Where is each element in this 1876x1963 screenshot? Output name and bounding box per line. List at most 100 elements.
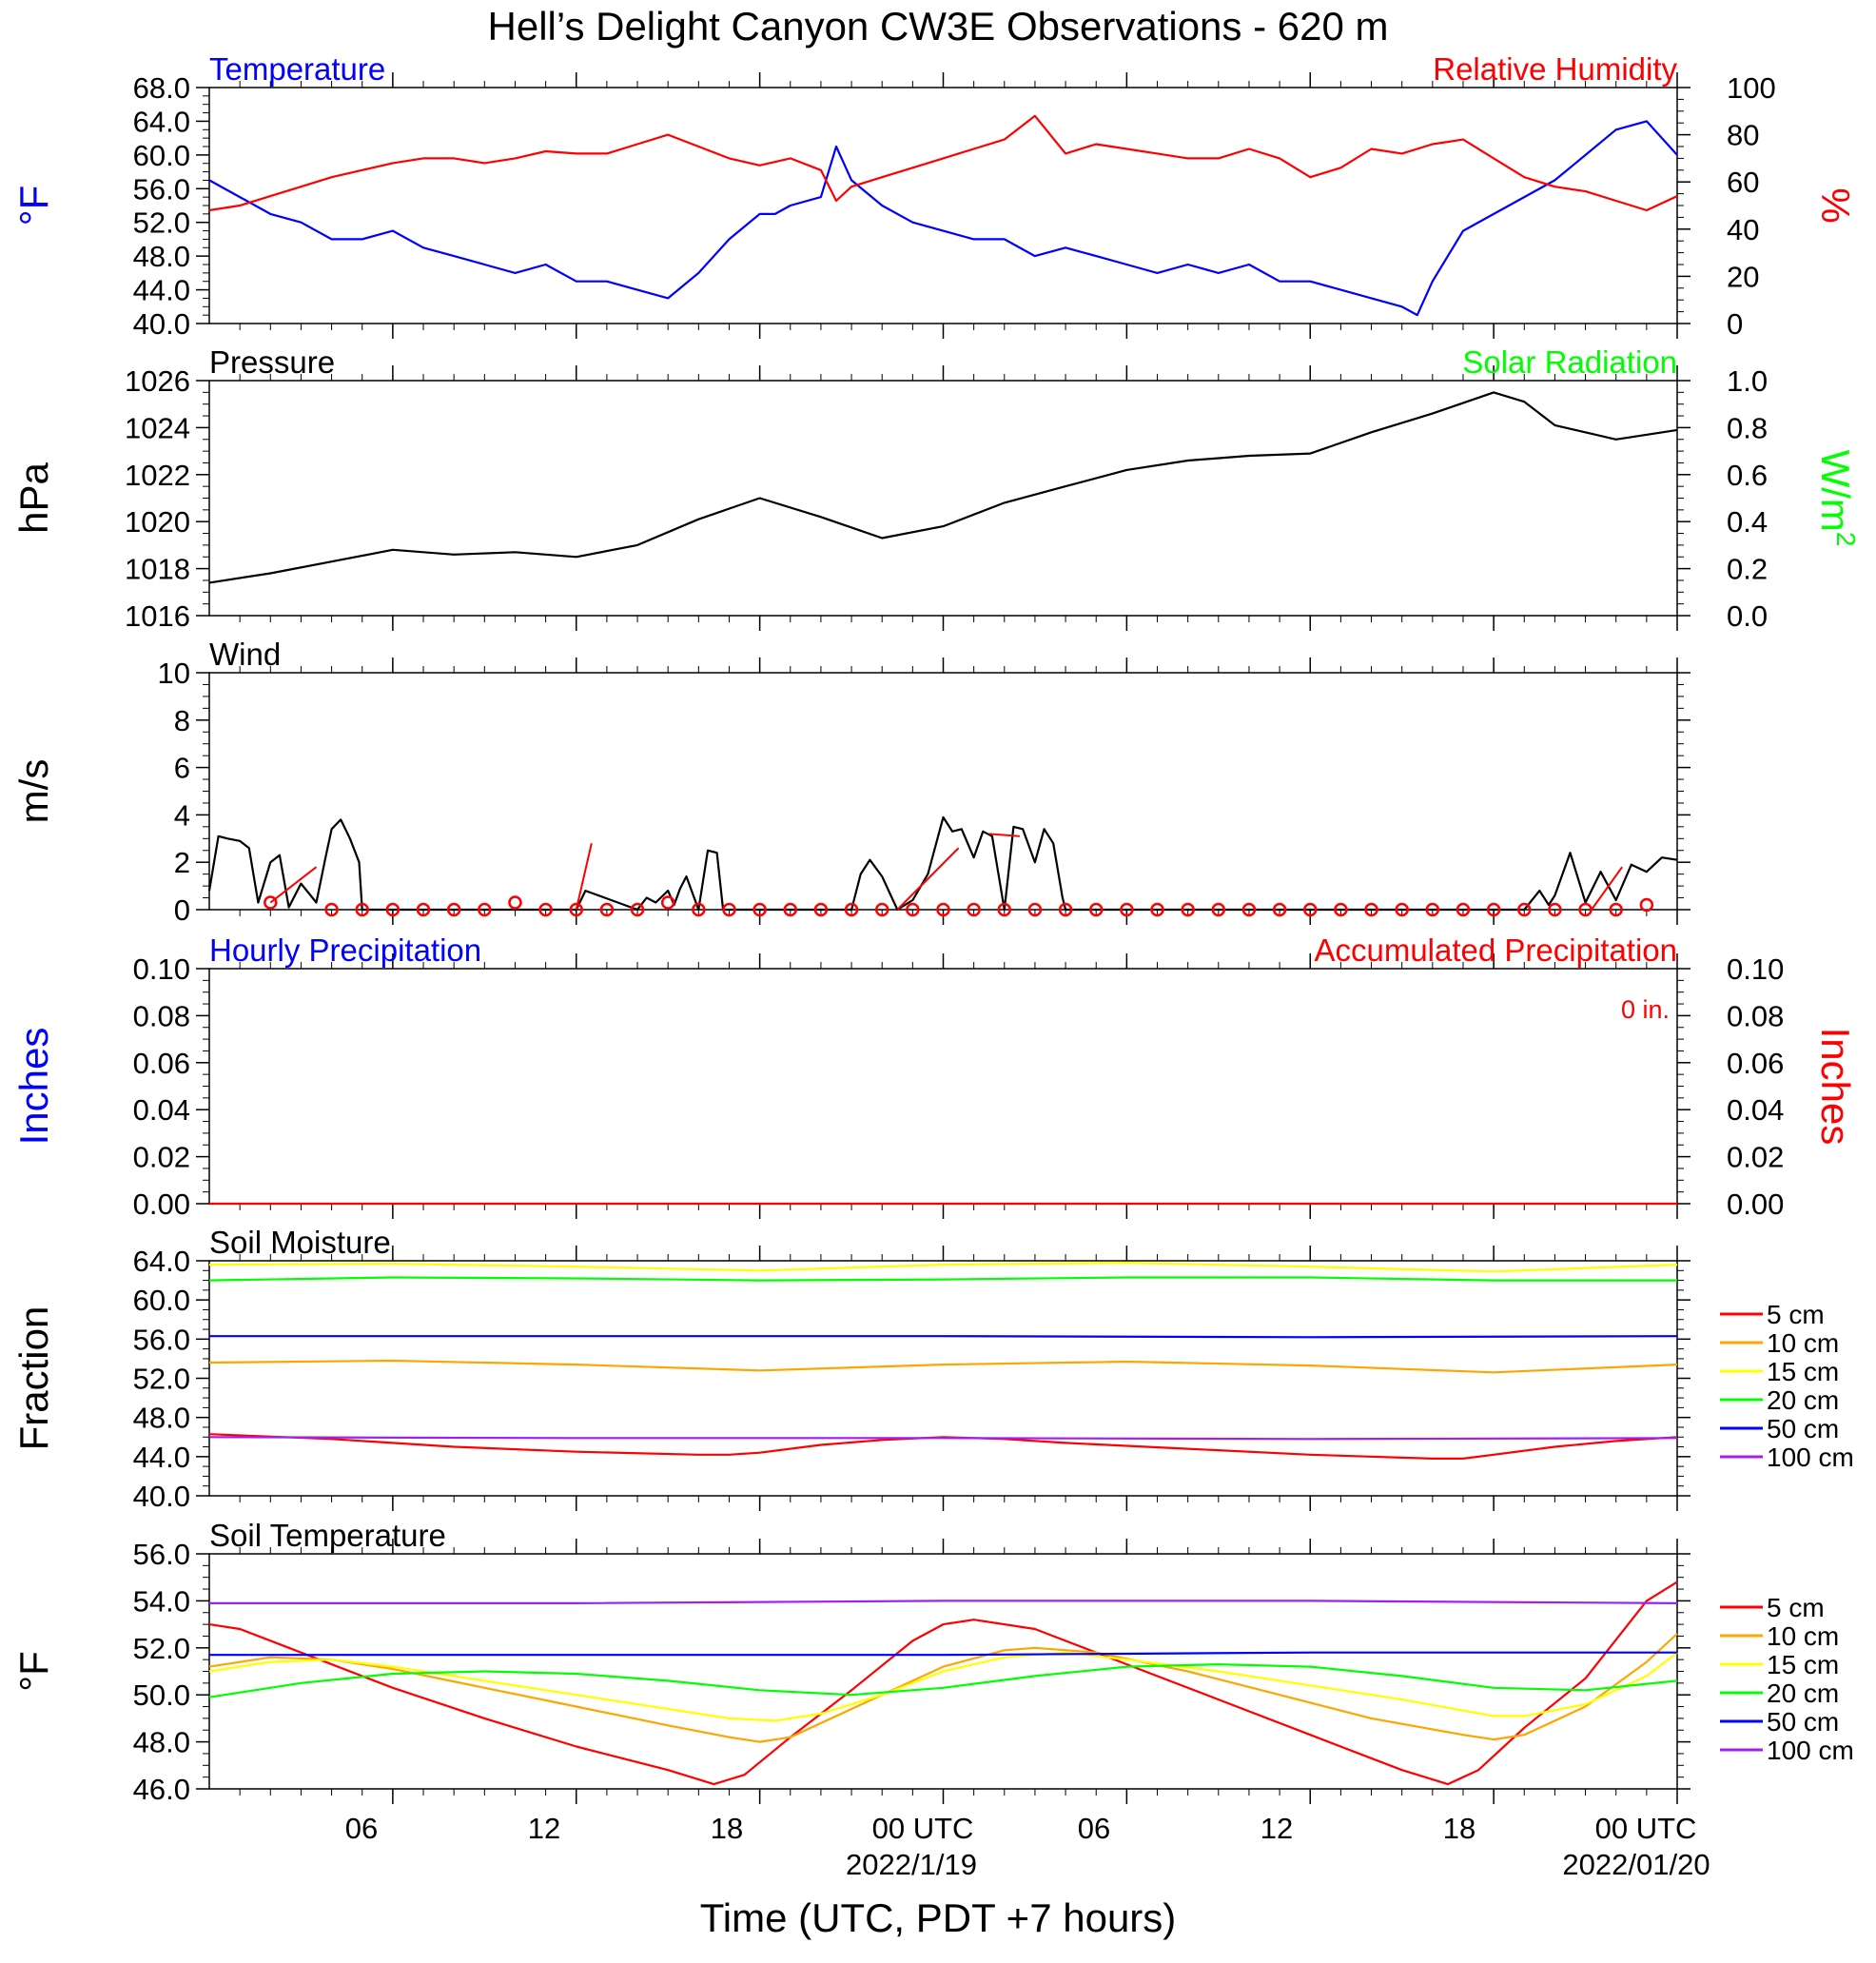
wind-barb-staff	[896, 847, 960, 911]
legend-label: 10 cm	[1767, 1328, 1839, 1358]
series-line-15-cm	[208, 1261, 1678, 1273]
plot-frame	[208, 87, 1678, 324]
wind-barb-marker	[874, 902, 889, 917]
wind-barb-marker	[599, 902, 615, 917]
series-line-2	[208, 114, 1678, 212]
x-tick-label: 06	[345, 1812, 378, 1845]
wind-barb-marker	[1120, 902, 1134, 917]
date-label-2: 2022/01/20	[1562, 1848, 1710, 1881]
y-right-tick-label: 20	[1727, 260, 1759, 293]
y-left-tick-label: 56.0	[133, 1538, 190, 1571]
series-line-1	[208, 120, 1678, 317]
y-left-tick-label: 56.0	[133, 172, 190, 206]
wind-barb-marker	[1578, 902, 1593, 917]
wind-barb-marker	[1027, 902, 1043, 917]
y-right-tick-label: 80	[1727, 119, 1759, 152]
y-axis-label-left: hPa	[11, 461, 56, 533]
x-tick-label: 00 UTC	[872, 1812, 974, 1845]
series-line-20-cm	[208, 1662, 1678, 1698]
y-left-tick-label: 0.06	[133, 1047, 190, 1080]
wind-barb-marker	[722, 902, 736, 917]
series-line-10-cm	[208, 1359, 1678, 1374]
panel-title-right: Relative Humidity	[1433, 51, 1677, 87]
y-left-tick-label: 0	[174, 893, 190, 927]
wind-barb-marker	[324, 902, 339, 917]
series-line-50-cm	[209, 1651, 1677, 1657]
date-label-1: 2022/1/19	[846, 1848, 977, 1881]
y-right-tick-label: 0.00	[1727, 1188, 1784, 1221]
y-left-tick-label: 46.0	[133, 1773, 190, 1806]
panel-title-left: Hourly Precipitation	[209, 932, 481, 968]
panel-title-left: Soil Temperature	[209, 1518, 446, 1553]
y-right-tick-label: 100	[1727, 71, 1776, 105]
legend-label: 15 cm	[1767, 1357, 1839, 1386]
wind-barb-marker	[813, 902, 829, 917]
legend-label: 50 cm	[1767, 1414, 1839, 1443]
y-axis-label-left: Inches	[11, 1028, 56, 1146]
legend-label: 10 cm	[1767, 1621, 1839, 1651]
x-tick-label: 18	[1443, 1812, 1475, 1845]
legend-label: 20 cm	[1767, 1385, 1839, 1415]
wind-barb-marker	[1181, 902, 1195, 917]
series-line-5-cm	[208, 1580, 1678, 1786]
wind-barb-marker	[416, 902, 431, 917]
wind-barb-marker	[1395, 902, 1409, 917]
y-right-tick-label: 1.0	[1727, 364, 1768, 398]
y-axis-label-left: °F	[11, 186, 56, 226]
wind-barb-marker	[1211, 902, 1226, 917]
y-left-tick-label: 10	[158, 657, 190, 690]
series-line-20-cm	[208, 1276, 1677, 1282]
wind-barb-marker	[355, 902, 369, 917]
wind-barb-marker	[1609, 902, 1623, 917]
y-left-tick-label: 48.0	[133, 1402, 190, 1435]
legend-label: 20 cm	[1767, 1678, 1839, 1708]
y-left-tick-label: 64.0	[133, 105, 190, 138]
y-right-tick-label: 0.8	[1727, 411, 1768, 444]
x-tick-label: 18	[711, 1812, 743, 1845]
y-left-tick-label: 64.0	[133, 1245, 190, 1278]
plot-frame	[208, 968, 1678, 1205]
panel-title-left: Temperature	[209, 51, 385, 87]
series-line-50-cm	[209, 1335, 1678, 1339]
panel-2: 1026 1024 1022 1020 1018 1016 1.0 0.8 0.6 0.4 0.2 0…	[11, 344, 1861, 633]
wind-barb-staff	[988, 833, 1020, 837]
panel-3: 10 8 6 4 2 0 Wind m/s	[11, 637, 1690, 927]
wind-barb-staff	[269, 866, 318, 904]
wind-barb-marker	[630, 902, 645, 917]
legend-label: 100 cm	[1767, 1736, 1854, 1765]
wind-barb-marker	[1639, 897, 1654, 913]
series-line-1	[207, 815, 1678, 912]
y-axis-label-left: Fraction	[11, 1306, 56, 1451]
wind-barb-marker	[692, 902, 706, 917]
wind-barb-marker	[906, 902, 920, 917]
wind-barb-marker	[783, 902, 798, 917]
wind-barb-marker	[538, 902, 553, 917]
series-line-100-cm	[209, 1600, 1678, 1605]
y-left-tick-label: 1024	[125, 411, 190, 444]
y-left-tick-label: 1018	[125, 553, 190, 586]
y-left-tick-label: 1020	[125, 505, 190, 539]
series-line-10-cm	[208, 1633, 1678, 1743]
x-tick-label: 12	[1260, 1812, 1293, 1845]
series-line-15-cm	[208, 1651, 1678, 1722]
y-right-tick-label: 0.10	[1727, 952, 1784, 986]
panel-4: 0.10 0.08 0.06 0.04 0.02 0.00 0.10 0.08 0.06 0.04…	[11, 932, 1858, 1221]
wind-barb-marker	[1272, 902, 1287, 917]
y-left-tick-label: 68.0	[133, 71, 190, 105]
y-left-tick-label: 40.0	[133, 1480, 190, 1513]
wind-barb-marker	[997, 902, 1012, 917]
y-left-tick-label: 44.0	[133, 274, 190, 307]
wind-barb-marker	[1241, 902, 1257, 917]
y-left-tick-label: 52.0	[133, 1363, 190, 1396]
wind-barb-marker	[1364, 902, 1378, 917]
panel-title-left: Wind	[209, 637, 281, 672]
accumulated-total-label: 0 in.	[1621, 995, 1670, 1024]
wind-barb-marker	[660, 895, 675, 910]
y-left-tick-label: 48.0	[133, 240, 190, 273]
legend-label: 5 cm	[1767, 1300, 1825, 1329]
y-axis-label-right: %	[1813, 187, 1858, 223]
panel-6: 56.0 54.0 52.0 50.0 48.0 46.0 Soil Temperature…	[11, 1518, 1854, 1806]
panel-5: 64.0 60.0 56.0 52.0 48.0 44.0 40.0 Soil Moistur…	[11, 1225, 1854, 1513]
wind-barb-marker	[264, 895, 278, 910]
